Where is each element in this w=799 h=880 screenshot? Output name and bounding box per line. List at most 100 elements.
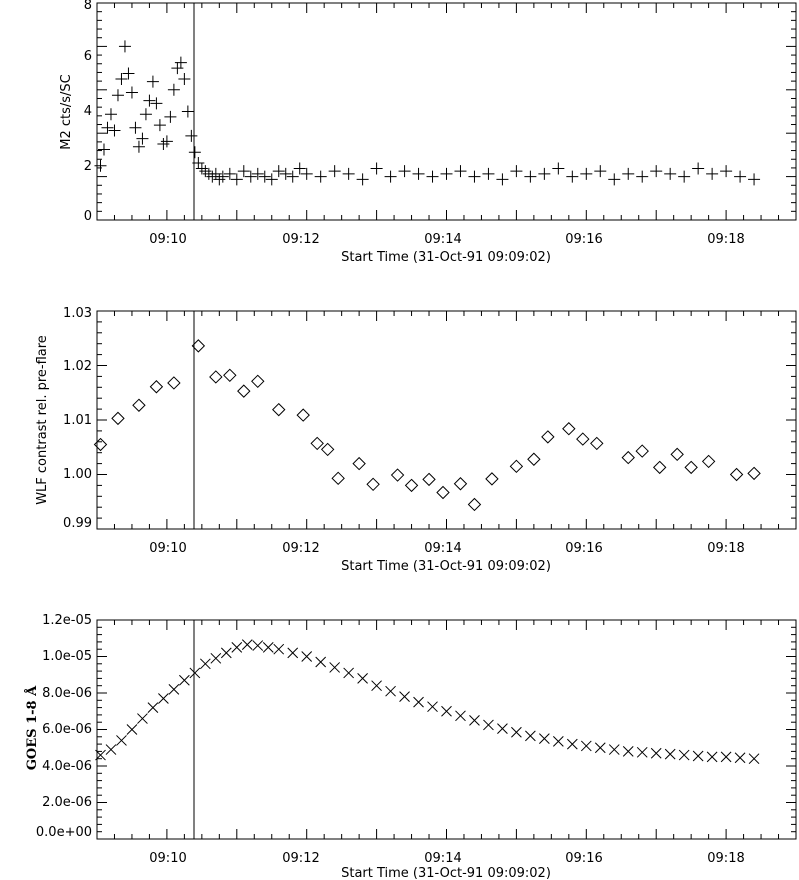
data-point-diamond [436,485,450,500]
data-point-diamond [93,437,108,452]
data-point-plus [167,83,180,96]
data-point-plus [108,124,121,137]
data-point-plus [111,89,124,102]
x-tick-label: 09:14 [424,541,461,556]
data-point-x [231,642,243,653]
y-tick-label: 0.0e+00 [36,825,92,840]
y-axis-label: WLF contrast rel. pre-flare [35,335,50,505]
data-point-plus [251,167,264,180]
data-point-diamond [527,452,541,466]
x-tick-label: 09:12 [282,851,319,866]
data-point-diamond [191,339,206,353]
data-point-x [539,733,550,744]
panel-goes-flux: 1.2e-05 1.0e-05 8.0e-06 6.0e-06 4.0e-06 … [24,613,797,880]
data-point-diamond [453,477,468,491]
y-tick-label: 0 [84,209,92,224]
y-tick-label: 4.0e-06 [42,759,92,774]
data-point-x [343,667,354,679]
data-point-x [105,744,117,755]
data-point-x [608,744,620,755]
data-point-diamond [272,402,286,417]
x-tick-label: 09:18 [707,541,744,556]
data-point-diamond [390,468,405,482]
x-ticks [96,311,797,529]
data-point-x [427,701,438,713]
data-point-plus [300,167,313,180]
data-point-x [748,753,760,765]
x-tick-label: 09:18 [707,851,744,866]
x-tick-label: 09:14 [424,232,461,247]
y-tick-label: 1.0e-05 [42,649,92,664]
data-point-diamond [404,478,419,493]
data-point-plus [164,110,177,123]
data-point-plus [286,170,299,183]
data-point-x [399,691,410,703]
data-point-diamond [485,472,499,486]
data-point-plus [185,129,198,142]
data-point-plus [552,162,565,175]
data-point-x [622,746,634,757]
data-point-x [210,652,222,664]
y-tick-label: 1.00 [63,467,92,482]
data-point-plus [622,167,635,180]
data-point-plus [104,108,117,121]
panel-m2-counts: 8 6 4 2 0 09:10 09:12 09:14 09:16 09:18 … [59,0,797,265]
data-point-plus [279,167,292,180]
data-point-x [552,736,564,747]
data-point-x [678,749,690,761]
data-point-x [706,751,718,763]
data-point-x [525,730,536,742]
data-point-x [315,656,327,668]
data-point-diamond [352,456,366,471]
data-point-plus [132,140,145,153]
data-point-diamond [251,374,265,389]
x-tick-label: 09:16 [565,232,602,247]
data-point-plus [538,167,551,180]
x-tick-label: 09:10 [149,541,186,556]
data-point-diamond [747,466,761,481]
data-point-plus [157,138,170,151]
data-point-plus [223,167,236,180]
data-point-x [116,735,127,746]
y-tick-label: 1.02 [63,359,92,374]
x-tick-label: 09:12 [282,232,319,247]
data-point-x [147,702,159,713]
data-point-diamond [320,442,335,457]
data-point-plus [181,105,194,118]
y-ticks [97,310,796,530]
data-point-plus [734,170,747,183]
data-point-x [137,713,148,724]
data-point-diamond [684,460,698,475]
data-point-plus [636,170,649,183]
data-point-plus [258,170,271,183]
x-tick-label: 09:10 [149,851,186,866]
x-tick-label: 09:16 [565,541,602,556]
data-point-diamond [541,430,555,444]
data-point-plus [171,62,184,75]
data-point-x [241,639,253,650]
data-point-x [168,683,180,695]
data-markers [94,40,761,186]
y-tick-label: 8 [84,0,92,13]
data-point-plus [125,86,138,99]
y-tick-label: 1.03 [63,306,92,321]
data-point-plus [195,162,208,175]
data-point-x [720,751,732,763]
data-point-x [664,748,676,760]
y-tick-label: 4 [84,104,92,119]
data-point-plus [199,165,212,178]
x-tick-label: 09:14 [424,851,461,866]
data-point-diamond [590,436,604,451]
data-point-plus [608,173,621,186]
data-point-x [650,747,662,759]
data-point-plus [244,170,257,183]
data-point-plus [370,162,383,175]
data-point-plus [174,56,187,69]
data-point-x [441,705,452,717]
data-point-x [371,680,382,692]
data-point-x [566,738,578,750]
data-point-plus [206,170,219,183]
x-tick-label: 09:12 [282,541,319,556]
x-axis-label: Start Time (31-Oct-91 09:09:02) [341,866,551,880]
y-tick-label: 1.2e-05 [42,613,92,628]
